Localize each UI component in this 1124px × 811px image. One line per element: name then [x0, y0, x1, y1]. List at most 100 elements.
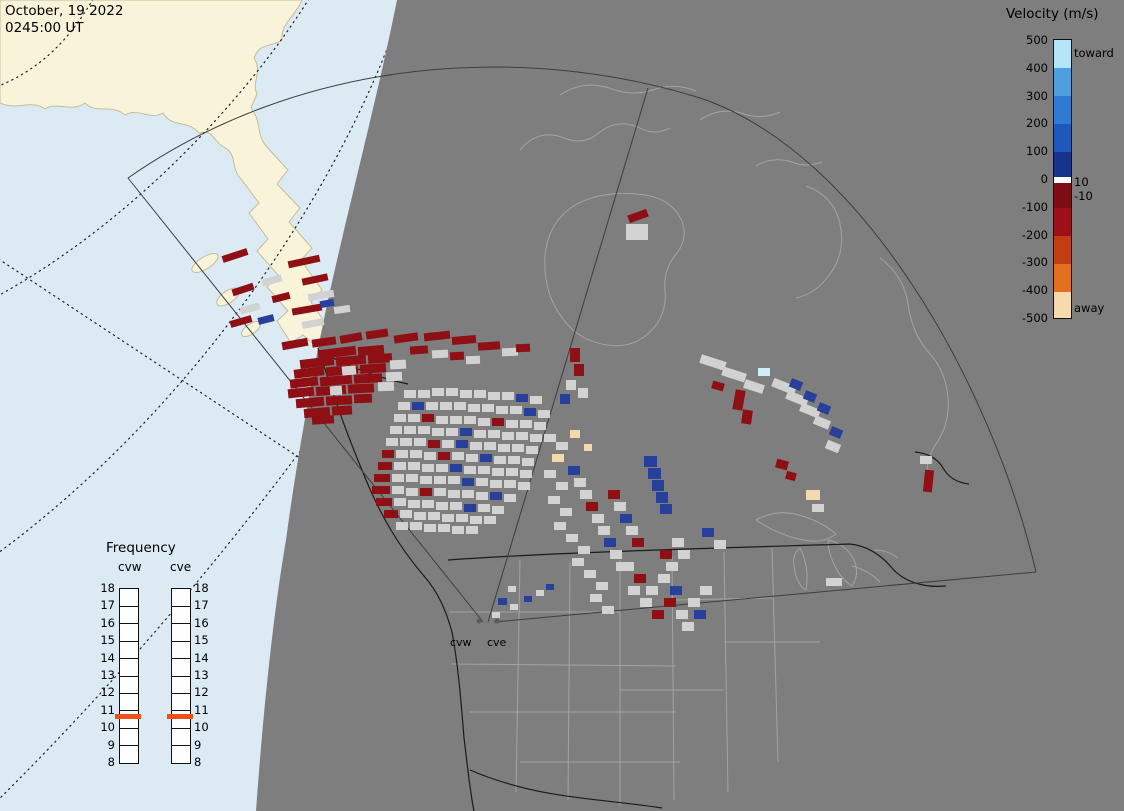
velocity-data-cell — [311, 336, 337, 348]
velocity-data-cell — [580, 490, 592, 499]
frequency-tick-label: 10 — [100, 720, 115, 735]
frequency-tick-label: 16 — [194, 615, 209, 630]
velocity-data-cell — [287, 386, 315, 399]
velocity-colorbar-segment — [1054, 177, 1071, 183]
velocity-data-cell — [462, 490, 474, 498]
fov-outer-arc — [127, 66, 1037, 573]
velocity-data-cell — [504, 480, 516, 488]
velocity-data-cell — [454, 402, 466, 410]
velocity-data-cell — [504, 494, 516, 502]
velocity-data-cell — [660, 550, 672, 559]
velocity-data-cell — [538, 410, 550, 418]
velocity-data-cell — [319, 298, 335, 309]
velocity-data-cell — [530, 396, 542, 404]
velocity-data-cell — [434, 488, 446, 496]
velocity-colorbar-segment — [1054, 68, 1071, 96]
velocity-data-cell — [812, 415, 832, 430]
velocity-data-cell — [520, 420, 532, 428]
frequency-tick-label: 13 — [100, 668, 115, 682]
frequency-scale-line — [120, 727, 138, 729]
velocity-data-cell — [408, 500, 420, 508]
velocity-data-cell — [295, 396, 325, 409]
velocity-data-cell — [554, 522, 566, 530]
frequency-tick-label: 16 — [100, 615, 115, 630]
frequency-column-label-cve: cve — [170, 560, 192, 574]
frequency-tick-label: 9 — [107, 737, 115, 752]
velocity-data-cell — [382, 450, 394, 458]
velocity-data-cell — [799, 402, 821, 419]
velocity-data-cell — [788, 378, 804, 391]
velocity-data-cell — [341, 365, 357, 376]
velocity-data-cell — [271, 291, 291, 304]
velocity-data-cell — [802, 390, 818, 403]
east-coastline — [914, 451, 970, 485]
velocity-data-cell — [568, 466, 580, 475]
frequency-legend-title: Frequency — [106, 540, 176, 556]
velocity-data-cell — [428, 440, 440, 448]
velocity-data-cell — [556, 482, 568, 490]
velocity-data-cell — [592, 514, 604, 523]
frequency-scale-line — [172, 623, 190, 625]
frequency-tick-label: 8 — [194, 755, 202, 769]
frequency-marker-cve — [167, 714, 193, 720]
frequency-scale-line — [172, 605, 190, 607]
velocity-data-cell — [806, 490, 820, 500]
velocity-data-cell — [446, 428, 458, 436]
velocity-data-cell — [390, 426, 402, 434]
velocity-data-cell — [476, 492, 488, 500]
velocity-data-cell — [426, 402, 438, 410]
velocity-data-cell — [494, 456, 506, 464]
velocity-data-cell — [700, 586, 712, 595]
velocity-data-cell — [480, 454, 492, 462]
velocity-data-cell — [502, 432, 514, 440]
velocity-data-cell — [758, 368, 770, 376]
frequency-scale-line — [172, 692, 190, 694]
velocity-data-cell — [452, 526, 464, 534]
velocity-data-cell — [544, 434, 556, 442]
velocity-data-cell — [672, 538, 684, 547]
velocity-tick-label: 300 — [1026, 89, 1048, 103]
velocity-data-cell — [462, 478, 474, 486]
velocity-data-cell — [492, 468, 504, 476]
frequency-tick-label: 10 — [194, 720, 209, 735]
velocity-data-cell — [610, 550, 622, 559]
velocity-data-cell — [464, 416, 476, 424]
velocity-data-cell — [384, 510, 398, 518]
velocity-data-cell — [484, 442, 496, 450]
velocity-tick-label: 100 — [1026, 144, 1048, 158]
velocity-data-cell — [319, 374, 353, 387]
velocity-data-cell — [492, 506, 504, 514]
velocity-tick-label: 400 — [1026, 61, 1048, 75]
velocity-data-cell — [414, 512, 426, 520]
velocity-data-cell — [450, 464, 462, 472]
frequency-scale-cvw — [119, 588, 139, 764]
velocity-data-cells — [221, 208, 935, 631]
frequency-tick-label: 13 — [194, 668, 209, 682]
velocity-data-cell — [578, 388, 588, 398]
frequency-tick-label: 12 — [100, 685, 115, 700]
velocity-data-cell — [357, 344, 385, 357]
velocity-data-cell — [423, 330, 451, 342]
velocity-colorbar-segment — [1054, 183, 1071, 208]
velocity-tick-label: -400 — [1021, 283, 1048, 297]
velocity-data-cell — [428, 512, 440, 520]
velocity-data-cell — [506, 420, 518, 428]
radar-site-dot-cvw — [476, 618, 482, 624]
velocity-tick-label: 200 — [1026, 116, 1048, 130]
velocity-data-cell — [452, 452, 464, 460]
velocity-tick-label: -500 — [1021, 311, 1048, 325]
velocity-data-cell — [560, 394, 570, 404]
velocity-data-cell — [516, 394, 528, 402]
velocity-data-cell — [816, 402, 832, 415]
velocity-data-cell — [339, 332, 363, 344]
velocity-data-cell — [648, 468, 661, 479]
velocity-data-cell — [335, 354, 367, 367]
velocity-data-cell — [741, 409, 753, 425]
velocity-data-cell — [812, 504, 824, 512]
velocity-data-cell — [515, 343, 531, 353]
velocity-data-cell — [627, 208, 649, 224]
velocity-data-cell — [490, 492, 502, 500]
velocity-toward-label: toward — [1074, 46, 1114, 60]
velocity-data-cell — [424, 452, 436, 460]
